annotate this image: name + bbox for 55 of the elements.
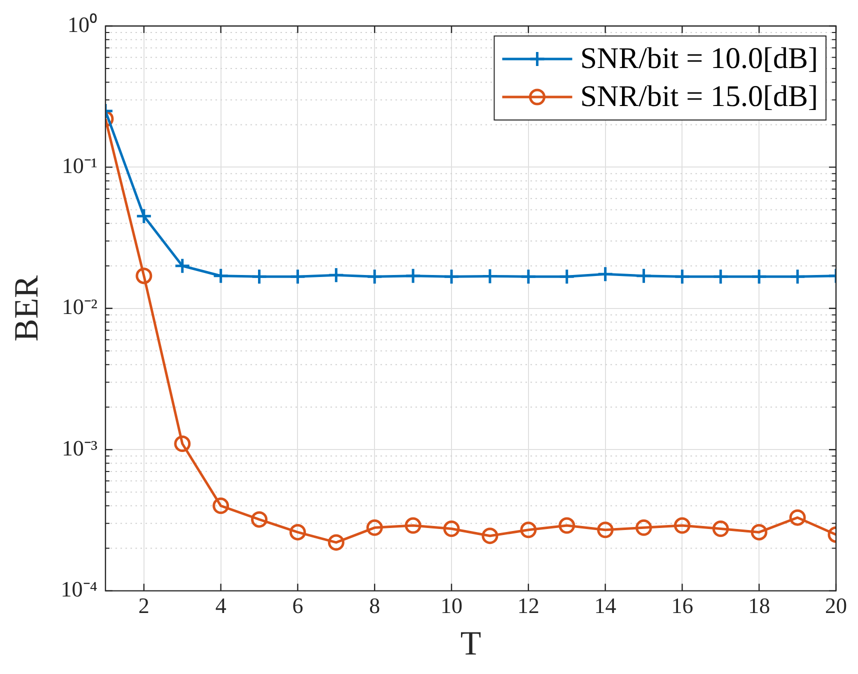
point xyxy=(750,268,768,285)
y-axis-title: BER xyxy=(8,275,46,342)
x-tick-label: 14 xyxy=(594,592,616,618)
point xyxy=(289,268,306,285)
x-tick-label: 4 xyxy=(215,592,226,618)
point xyxy=(520,268,537,285)
point xyxy=(789,509,806,526)
point xyxy=(366,268,383,285)
y-tick-label: 10⁻² xyxy=(62,294,98,320)
point xyxy=(520,522,537,538)
x-tick-label: 8 xyxy=(369,592,380,618)
point xyxy=(789,268,806,285)
point xyxy=(174,436,191,452)
point xyxy=(674,268,690,285)
point xyxy=(328,534,344,551)
x-tick-label: 16 xyxy=(671,592,694,618)
x-tick-label: 12 xyxy=(517,592,540,618)
point xyxy=(636,268,652,284)
y-tick-label: 10⁻³ xyxy=(62,435,98,460)
point xyxy=(443,268,460,285)
x-tick-label: 18 xyxy=(748,592,770,618)
point xyxy=(404,268,422,284)
point xyxy=(328,266,344,284)
point xyxy=(636,519,652,536)
point xyxy=(174,258,191,274)
point xyxy=(136,208,152,224)
point xyxy=(251,511,268,528)
point xyxy=(212,268,230,284)
point xyxy=(404,517,422,534)
point xyxy=(712,520,729,538)
x-axis-title: T xyxy=(460,626,482,663)
point xyxy=(597,522,614,538)
x-tick-label: 6 xyxy=(292,592,304,618)
point xyxy=(289,524,306,540)
y-tick-label: 10⁻⁴ xyxy=(60,576,98,602)
point xyxy=(366,519,383,536)
point xyxy=(212,498,230,514)
point xyxy=(482,268,498,284)
point xyxy=(674,517,690,534)
x-tick-label: 2 xyxy=(138,592,150,618)
y-tick-label: 10⁰ xyxy=(67,12,98,37)
point xyxy=(482,528,498,544)
point xyxy=(558,517,576,534)
point xyxy=(251,268,268,285)
point xyxy=(558,268,576,285)
point xyxy=(750,524,768,540)
point xyxy=(136,268,152,284)
point xyxy=(443,520,460,538)
point xyxy=(712,268,729,285)
point xyxy=(597,266,614,282)
x-tick-label: 20 xyxy=(825,592,847,618)
x-tick-label: 10 xyxy=(440,592,463,618)
y-tick-label: 10⁻¹ xyxy=(62,152,98,178)
legend-label: SNR/bit = 10.0[dB] xyxy=(580,42,818,75)
legend-label: SNR/bit = 15.0[dB] xyxy=(580,80,818,113)
